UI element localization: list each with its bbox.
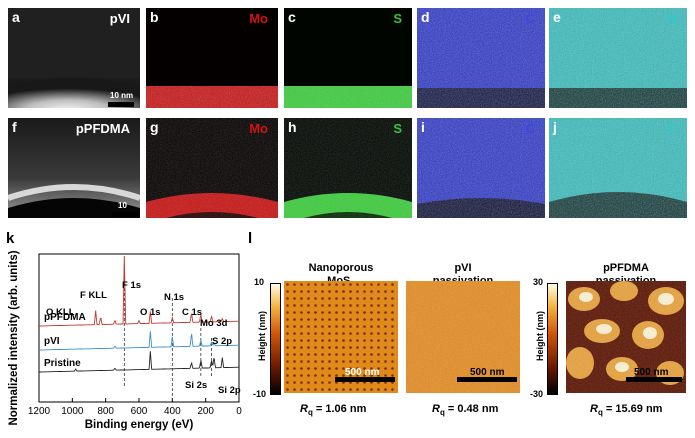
- series-line-pvi: [39, 331, 239, 351]
- element-label: S: [393, 121, 402, 136]
- y-axis-label: Normalized intensity (arb. units): [8, 250, 20, 425]
- eds-map-s: [284, 118, 412, 218]
- roughness-value: Rq = 1.06 nm: [300, 403, 367, 418]
- peak-annotation: O KLL: [46, 307, 75, 318]
- element-label: S: [393, 11, 402, 26]
- eds-map-s: [284, 8, 412, 108]
- panel-i: i C: [417, 118, 545, 218]
- element-label: Mo: [249, 11, 268, 26]
- element-label: N: [667, 11, 677, 26]
- afm-image-nanoporous: [284, 281, 398, 393]
- haadf-image-pvi: [8, 8, 140, 108]
- peak-annotation: F KLL: [80, 290, 107, 301]
- scale-bar: [335, 377, 395, 382]
- x-tick-label: 800: [97, 406, 114, 417]
- panel-letter: g: [150, 119, 159, 135]
- colorbar-label: Height (nm): [535, 311, 545, 361]
- panel-h: h S: [284, 118, 412, 218]
- x-tick-label: 1000: [61, 406, 84, 417]
- scale-bar: [457, 377, 517, 382]
- x-tick-label: 1200: [28, 406, 51, 417]
- eds-map-c: [417, 8, 545, 108]
- afm-image-ppfdma: [566, 281, 686, 393]
- peak-annotation: Mo 3d: [200, 318, 228, 329]
- scale-bar-label: 500 nm: [470, 367, 505, 378]
- panel-j: j F: [549, 118, 687, 218]
- x-axis-label: Binding energy (eV): [85, 419, 194, 431]
- colorbar-min: -30: [530, 389, 544, 399]
- eds-map-n: [549, 8, 687, 108]
- panel-letter-k: k: [6, 230, 15, 247]
- peak-annotation: S 2p: [212, 336, 232, 347]
- scale-bar-label: 10 nm: [110, 91, 134, 100]
- colorbar-max: 10: [254, 277, 265, 287]
- x-tick-label: 600: [131, 406, 148, 417]
- panel-f: f pPFDMA 10 nm: [8, 118, 140, 218]
- eds-map-f: [549, 118, 687, 218]
- colorbar-right: [547, 283, 558, 395]
- panel-g: g Mo: [146, 118, 278, 218]
- peak-annotation: Si 2p: [218, 385, 241, 396]
- panel-b: b Mo: [146, 8, 278, 108]
- series-label: Pristine: [44, 358, 81, 369]
- scale-bar: [108, 102, 134, 107]
- panel-letter: a: [12, 9, 20, 25]
- panel-letter: e: [553, 9, 561, 25]
- series-line-ppfdma: [39, 255, 239, 327]
- colorbar-left: [270, 283, 281, 395]
- roughness-value: Rq = 0.48 nm: [432, 403, 499, 418]
- element-label: Mo: [249, 121, 268, 136]
- haadf-image-ppfdma: [8, 118, 140, 218]
- roughness-value: Rq = 15.69 nm: [590, 403, 663, 418]
- eds-map-mo: [146, 118, 278, 218]
- element-label: F: [669, 121, 677, 136]
- panel-letter: i: [421, 119, 425, 135]
- series-label: pPFDMA: [44, 312, 86, 323]
- series-label: pVI: [44, 336, 60, 347]
- panel-c: c S: [284, 8, 412, 108]
- panel-letter: b: [150, 9, 159, 25]
- series-line-pristine: [39, 351, 239, 373]
- scale-bar-label: 500 nm: [634, 367, 669, 378]
- peak-annotation: O 1s: [140, 307, 161, 318]
- peak-annotation: F 1s: [122, 280, 141, 291]
- scale-bar-label: 500 nm: [345, 367, 380, 378]
- panel-title: pVI: [109, 11, 130, 26]
- element-label: C: [525, 121, 535, 136]
- x-tick-label: 0: [236, 406, 242, 417]
- scale-bar: [112, 212, 138, 217]
- panel-letter: j: [553, 119, 557, 135]
- colorbar-min: -10: [253, 389, 267, 399]
- panel-letter-l: l: [248, 230, 253, 247]
- panel-letter: d: [421, 9, 430, 25]
- panel-letter: f: [12, 119, 17, 135]
- x-tick-label: 200: [197, 406, 214, 417]
- panel-title: pPFDMA: [75, 121, 130, 136]
- peak-annotation: N 1s: [164, 292, 184, 303]
- eds-map-mo: [146, 8, 278, 108]
- panel-a: a pVI 10 nm: [8, 8, 140, 108]
- peak-annotation: C 1s: [182, 307, 202, 318]
- afm-image-pvi: [406, 281, 520, 393]
- element-label: C: [525, 11, 535, 26]
- scale-bar: [626, 377, 682, 382]
- panel-e: e N: [549, 8, 687, 108]
- panel-d: d C: [417, 8, 545, 108]
- panel-letter: c: [288, 9, 296, 25]
- eds-map-c: [417, 118, 545, 218]
- colorbar-label: Height (nm): [257, 311, 267, 361]
- peak-annotation: Si 2s: [185, 380, 207, 391]
- colorbar-max: 30: [533, 277, 544, 287]
- panel-letter: h: [288, 119, 297, 135]
- xps-chart: Normalized intensity (arb. units) 1200 10…: [8, 250, 242, 431]
- x-tick-label: 400: [164, 406, 181, 417]
